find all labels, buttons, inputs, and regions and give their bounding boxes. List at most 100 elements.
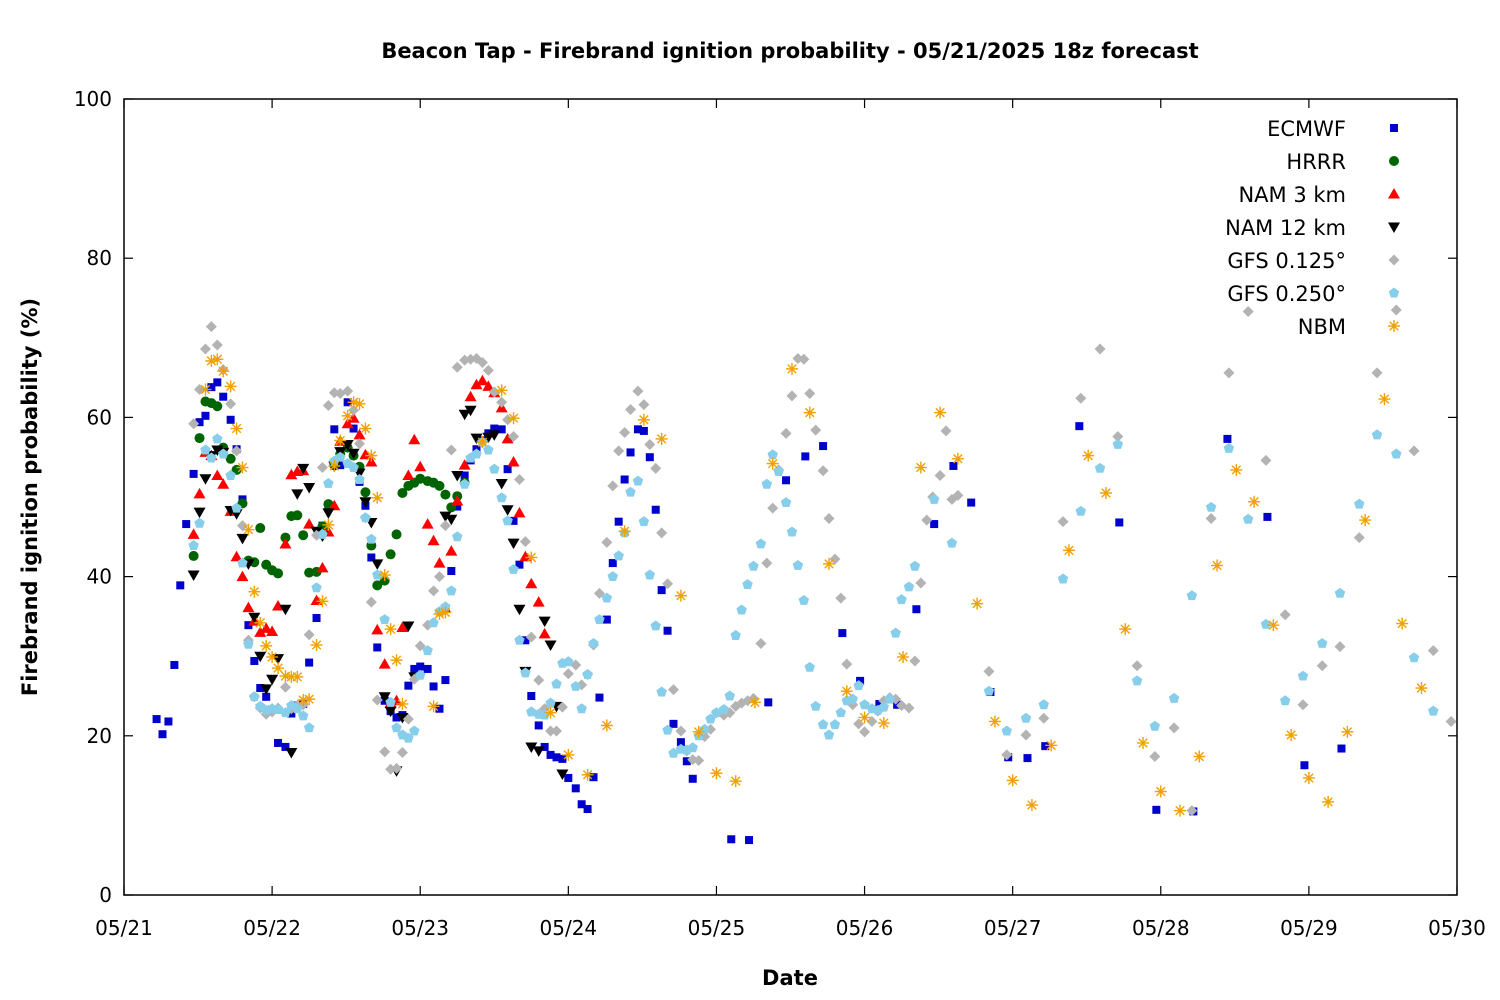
data-point xyxy=(1260,618,1272,629)
data-point xyxy=(1020,712,1032,723)
data-point xyxy=(341,439,354,451)
data-point xyxy=(1408,652,1420,663)
data-point xyxy=(507,538,520,550)
data-point xyxy=(396,697,409,710)
data-point xyxy=(856,676,865,685)
data-point xyxy=(639,426,648,435)
data-point xyxy=(427,534,440,546)
data-point xyxy=(877,717,890,730)
data-point xyxy=(497,425,506,434)
data-point xyxy=(823,557,836,570)
data-point xyxy=(255,523,266,534)
data-point xyxy=(1285,729,1298,742)
data-point xyxy=(328,499,341,511)
data-point xyxy=(525,577,538,589)
data-point xyxy=(378,569,391,582)
data-point xyxy=(272,662,285,675)
data-point xyxy=(378,692,391,703)
data-point xyxy=(835,592,847,604)
data-point xyxy=(571,784,580,793)
data-point xyxy=(495,384,508,397)
data-point xyxy=(217,365,230,378)
data-point xyxy=(890,627,901,638)
data-point xyxy=(152,715,161,724)
data-point xyxy=(588,637,599,648)
data-point xyxy=(608,559,617,568)
data-point xyxy=(835,707,847,718)
data-point xyxy=(1099,487,1112,500)
data-point xyxy=(668,747,679,758)
data-point xyxy=(607,480,619,492)
data-point xyxy=(1149,720,1161,731)
data-point xyxy=(847,693,858,704)
data-point xyxy=(556,769,569,781)
data-point xyxy=(1279,695,1291,706)
x-tick-label: 05/26 xyxy=(836,916,894,940)
data-point xyxy=(266,674,279,686)
series-gfs-0-125 xyxy=(188,304,1457,817)
data-point xyxy=(1408,445,1420,457)
data-point xyxy=(620,475,629,484)
data-point xyxy=(884,693,895,704)
data-point xyxy=(322,399,334,411)
x-tick-label: 05/25 xyxy=(688,916,746,940)
data-point xyxy=(897,650,910,663)
data-point xyxy=(347,396,360,409)
data-point xyxy=(1041,742,1050,751)
data-point xyxy=(359,422,372,435)
data-point xyxy=(365,449,378,462)
data-point xyxy=(384,706,397,718)
data-point xyxy=(804,388,816,400)
data-point xyxy=(581,768,594,781)
data-point xyxy=(445,444,457,456)
data-point xyxy=(688,774,697,783)
data-point xyxy=(279,681,291,693)
data-point xyxy=(755,538,767,549)
data-point xyxy=(909,560,921,571)
data-point xyxy=(934,406,947,419)
data-point xyxy=(1396,617,1409,630)
data-point xyxy=(558,754,567,763)
data-point xyxy=(347,412,360,423)
data-point xyxy=(1094,462,1106,473)
data-point xyxy=(439,606,452,619)
data-point xyxy=(188,550,199,561)
data-point xyxy=(552,753,561,762)
data-point xyxy=(1174,804,1187,817)
data-point xyxy=(410,664,419,673)
data-point xyxy=(445,514,458,526)
data-point xyxy=(291,670,304,683)
data-point xyxy=(243,638,254,649)
data-point xyxy=(625,486,636,497)
data-point xyxy=(601,592,613,603)
plot-frame xyxy=(123,98,1458,896)
legend: ECMWF HRRR NAM 3 km NAM 12 km GFS 0.125° GFS … xyxy=(1225,117,1400,339)
data-point xyxy=(236,461,249,474)
data-point xyxy=(736,604,747,615)
data-point xyxy=(353,438,365,450)
data-point xyxy=(1391,448,1402,459)
data-point xyxy=(199,343,211,355)
data-point xyxy=(764,698,773,707)
data-point xyxy=(940,425,952,437)
data-point xyxy=(730,630,741,640)
data-point xyxy=(433,557,446,568)
plot-area xyxy=(152,304,1457,845)
data-point xyxy=(1267,619,1280,632)
series-gfs-0-250 xyxy=(188,429,1439,758)
x-tick-label: 05/30 xyxy=(1428,916,1486,940)
data-point xyxy=(507,455,520,467)
data-point xyxy=(501,505,514,516)
data-point xyxy=(853,680,864,691)
data-point xyxy=(1316,637,1328,648)
data-point xyxy=(409,725,420,736)
data-point xyxy=(176,581,185,590)
data-point xyxy=(1205,501,1217,512)
data-point xyxy=(782,476,791,485)
data-point xyxy=(414,460,427,472)
data-point xyxy=(230,550,243,562)
data-point xyxy=(786,526,798,537)
data-point xyxy=(1279,609,1291,621)
data-point xyxy=(1297,699,1309,711)
data-point xyxy=(545,725,557,737)
